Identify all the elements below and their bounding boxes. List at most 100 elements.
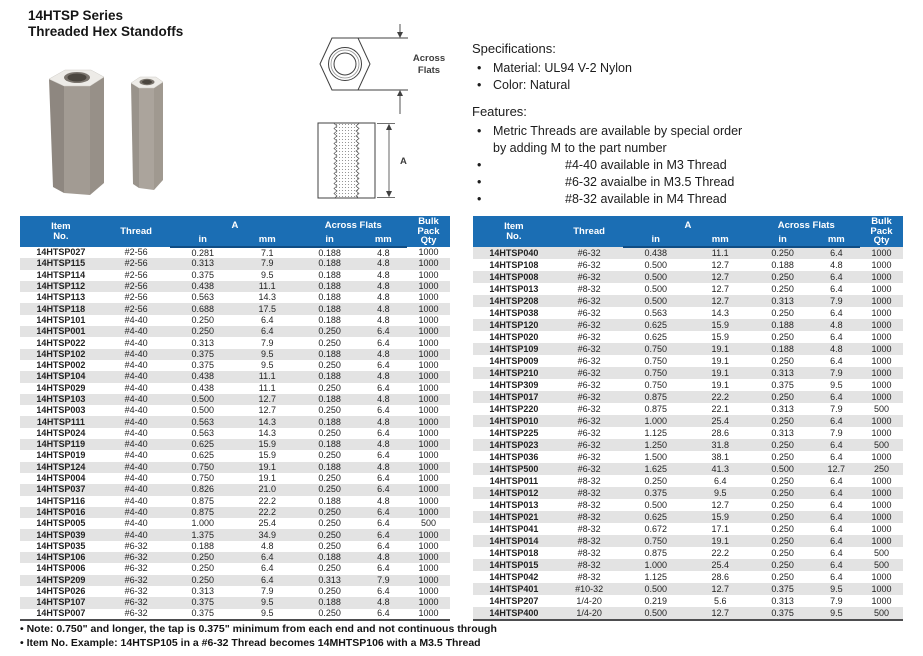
- col-header-a-in: in: [170, 233, 235, 248]
- table-row: 14HTSP108 #6-32 0.500 12.7 0.188 4.8 1000: [473, 259, 903, 271]
- thread-cell: #4-40: [124, 371, 148, 382]
- bulk-qty-cell: 1000: [871, 571, 892, 582]
- thread-cell: #8-32: [577, 487, 601, 498]
- a-in-cell: 0.375: [191, 269, 214, 280]
- a-mm-cell: 14.3: [711, 307, 729, 318]
- bulk-qty-cell: 1000: [418, 281, 439, 292]
- a-in-cell: 0.313: [191, 258, 214, 269]
- table-body-right: 14HTSP040 #6-32 0.438 11.1 0.250 6.4 1000 14HTS…: [473, 247, 903, 620]
- thread-inner-circle: [333, 52, 357, 76]
- table-row: 14HTSP114 #2-56 0.375 9.5 0.188 4.8 1000: [20, 270, 450, 281]
- arrow-down-icon: [386, 191, 392, 198]
- flats-in-cell: 0.250: [318, 484, 341, 495]
- a-in-cell: 0.375: [191, 348, 214, 359]
- item-no-cell: 14HTSP001: [36, 326, 86, 337]
- thread-outer-circle: [328, 47, 362, 81]
- table-row: 14HTSP101 #4-40 0.250 6.4 0.188 4.8 1000: [20, 315, 450, 326]
- table-row: 14HTSP040 #6-32 0.438 11.1 0.250 6.4 1000: [473, 247, 903, 260]
- flats-mm-cell: 6.4: [377, 586, 390, 597]
- bulk-qty-cell: 1000: [418, 540, 439, 551]
- a-in-cell: 0.500: [644, 283, 667, 294]
- flats-in-cell: 0.375: [771, 379, 794, 390]
- a-mm-cell: 6.4: [260, 314, 274, 325]
- across-flats-label: Across: [413, 53, 445, 64]
- flats-in-cell: 0.250: [318, 360, 341, 371]
- item-no-cell: 14HTSP103: [36, 394, 86, 404]
- thread-cell: #6-32: [577, 247, 601, 258]
- item-no-cell: 14HTSP007: [36, 608, 86, 619]
- flats-in-cell: 0.188: [318, 495, 341, 506]
- arrow-up-icon: [386, 123, 392, 130]
- standoff-front-facet: [64, 86, 90, 195]
- a-in-cell: 0.625: [644, 319, 667, 330]
- item-no-cell: 14HTSP036: [489, 451, 539, 462]
- item-no-cell: 14HTSP210: [489, 367, 539, 378]
- thread-cell: #4-40: [124, 337, 148, 348]
- a-mm-cell: 19.1: [711, 535, 729, 546]
- a-in-cell: 0.625: [191, 450, 214, 461]
- arrow-up-icon: [397, 90, 403, 96]
- item-no-cell: 14HTSP037: [36, 484, 86, 495]
- flats-in-cell: 0.188: [771, 319, 794, 330]
- a-mm-cell: 12.7: [711, 295, 729, 306]
- col-header-across-flats: Across Flats: [752, 216, 860, 233]
- bulk-qty-cell: 1000: [418, 405, 439, 416]
- item-no-cell: 14HTSP010: [489, 415, 539, 426]
- item-no-cell: 14HTSP019: [36, 450, 86, 461]
- bulk-qty-cell: 1000: [871, 391, 892, 402]
- item-no-cell: 14HTSP108: [489, 259, 539, 270]
- thread-cell: #4-40: [124, 450, 148, 461]
- flats-mm-cell: 4.8: [377, 416, 390, 427]
- col-header-flats-in: in: [752, 233, 813, 248]
- a-mm-cell: 17.5: [258, 303, 276, 314]
- a-in-cell: 0.500: [191, 405, 214, 416]
- a-mm-cell: 41.3: [711, 463, 729, 474]
- bulk-qty-cell: 1000: [871, 379, 892, 390]
- a-in-cell: 0.438: [191, 281, 214, 292]
- table-row: 14HTSP017 #6-32 0.875 22.2 0.250 6.4 1000: [473, 391, 903, 404]
- thread-cell: #4-40: [124, 529, 148, 540]
- table-row: 14HTSP024 #4-40 0.563 14.3 0.250 6.4 1000: [20, 428, 450, 439]
- thread-cell: #4-40: [124, 348, 148, 359]
- flats-in-cell: 0.188: [318, 258, 341, 269]
- a-in-cell: 0.500: [191, 394, 214, 404]
- a-mm-cell: 34.9: [258, 529, 276, 540]
- a-mm-cell: 22.2: [711, 547, 729, 558]
- dimension-diagram: Across Flats A: [317, 24, 445, 199]
- col-header-item-no: Item No.: [20, 216, 102, 247]
- table-row: 14HTSP220 #6-32 0.875 22.1 0.313 7.9 500: [473, 403, 903, 415]
- a-mm-cell: 19.1: [711, 367, 729, 378]
- table-row: 14HTSP035 #6-32 0.188 4.8 0.250 6.4 1000: [20, 541, 450, 552]
- table-row: 14HTSP036 #6-32 1.500 38.1 0.250 6.4 1000: [473, 451, 903, 463]
- thread-cell: #6-32: [124, 597, 148, 608]
- item-no-cell: 14HTSP016: [36, 506, 86, 517]
- table-row: 14HTSP120 #6-32 0.625 15.9 0.188 4.8 1000: [473, 319, 903, 332]
- thread-cell: #2-56: [124, 292, 148, 303]
- flats-in-cell: 0.188: [318, 292, 341, 303]
- flats-mm-cell: 6.4: [830, 307, 843, 318]
- item-no-cell: 14HTSP004: [36, 473, 86, 484]
- flats-in-cell: 0.188: [318, 394, 341, 404]
- a-in-cell: 0.438: [191, 371, 214, 382]
- table-row: 14HTSP209 #6-32 0.250 6.4 0.313 7.9 1000: [20, 574, 450, 586]
- table-row: 14HTSP013 #8-32 0.500 12.7 0.250 6.4 1000: [473, 499, 903, 511]
- a-mm-cell: 7.1: [260, 247, 274, 258]
- thread-mid-circle: [330, 49, 360, 79]
- bulk-qty-cell: 1000: [871, 427, 892, 438]
- item-no-cell: 14HTSP107: [36, 597, 86, 608]
- table-row: 14HTSP007 #6-32 0.375 9.5 0.250 6.4 1000: [20, 609, 450, 620]
- a-mm-cell: 19.1: [711, 343, 729, 354]
- item-no-cell: 14HTSP008: [489, 271, 539, 282]
- flats-mm-cell: 6.4: [377, 360, 390, 371]
- thread-cell: #8-32: [577, 499, 601, 510]
- flats-mm-cell: 4.8: [377, 371, 390, 382]
- thread-cell: #2-56: [124, 269, 148, 280]
- table-row: 14HTSP106 #6-32 0.250 6.4 0.188 4.8 1000: [20, 552, 450, 564]
- item-no-cell: 14HTSP013: [489, 283, 539, 294]
- thread-cell: #4-40: [124, 427, 148, 438]
- item-no-cell: 14HTSP035: [36, 540, 86, 551]
- a-in-cell: 0.750: [191, 461, 214, 472]
- bulk-qty-cell: 1000: [418, 269, 439, 280]
- table-row: 14HTSP002 #4-40 0.375 9.5 0.250 6.4 1000: [20, 360, 450, 371]
- a-mm-cell: 28.6: [711, 571, 729, 582]
